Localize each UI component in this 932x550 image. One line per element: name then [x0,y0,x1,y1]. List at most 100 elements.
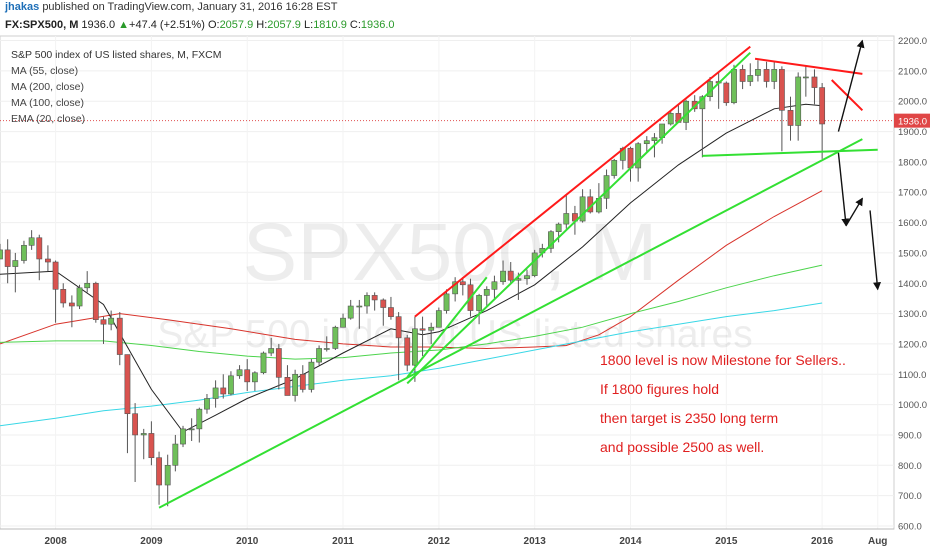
candle-body [763,69,770,82]
candle-body [323,348,330,350]
legend-title: S&P 500 index of US listed shares, M, FX… [11,49,222,61]
candle-body [92,282,99,320]
symbol-label[interactable]: FX:SPX500, M [5,19,79,31]
green-trend-line [158,138,863,509]
x-tick-label: 2014 [619,536,642,547]
candle-body [563,213,570,225]
candle-body [308,361,315,390]
candle-body [21,245,27,261]
y-tick-label: 2100.0 [898,66,927,77]
candle-body [132,413,139,436]
candle-body [651,137,658,141]
author-link[interactable]: jhakas [5,1,40,13]
candle-body [731,69,737,104]
candle-body [180,428,186,445]
candle-body [771,69,778,82]
candle-body [84,282,91,289]
candle-body [371,295,378,301]
y-tick-label: 800.0 [898,461,922,472]
candle-body [778,69,785,111]
candle-body [395,316,402,339]
x-tick-label: 2008 [44,536,67,547]
red-trend-line [831,79,864,112]
candle-body [124,354,131,415]
price-badge [894,113,930,128]
price-change: +47.4 (+2.51%) [129,19,205,31]
price-badge-label: 1936.0 [898,117,927,128]
candle-body [244,369,251,383]
up-triangle-icon: ▲ [118,19,130,31]
candle-body [443,293,450,311]
y-tick-label: 2000.0 [898,97,927,108]
red-trend-line [754,57,863,75]
x-tick-label: 2011 [332,536,354,547]
candle-body [635,143,642,169]
projection-arrow [837,152,850,227]
legend-item-ma200[interactable]: MA (200, close) [11,81,84,93]
candle-body [12,260,19,267]
candle-body [811,76,818,88]
candle-body [795,76,802,126]
y-tick-label: 1400.0 [898,279,927,290]
legend-item-ma100[interactable]: MA (100, close) [11,97,84,109]
candle-body [45,258,51,263]
candle-body [156,457,162,486]
x-tick-label: 2012 [428,536,451,547]
candle-body [340,317,346,328]
legend-item-ma55[interactable]: MA (55, close) [11,65,79,77]
candle-body [667,113,674,125]
low-value: 1810.9 [313,19,347,31]
annotation-line-4: and possible 2500 as well. [600,439,765,455]
candle-body [819,87,826,125]
close-label: C: [349,19,361,31]
publish-header: jhakas published on TradingView.com, Jan… [5,1,337,13]
x-tick-label: 2010 [236,536,259,547]
low-label: L: [304,19,314,31]
open-label: O: [207,19,220,31]
candle-body [404,337,411,366]
candle-body [148,433,155,459]
candle-body [116,317,123,355]
candle-body [435,310,442,328]
candle-body [108,317,115,325]
projection-arrow [869,210,882,291]
y-tick-label: 1800.0 [898,157,927,168]
last-price: 1936.0 [81,19,116,31]
candle-body [275,348,282,378]
open-value: 2057.9 [219,19,254,31]
watermark-symbol: SPX500, M [243,207,658,298]
candle-body [172,443,179,466]
symbol-bar: FX:SPX500, M 1936.0 ▲+47.4 (+2.51%) O:20… [5,19,395,31]
y-tick-label: 2200.0 [898,36,927,47]
candle-body [524,275,530,280]
red-trend-line [414,45,751,318]
x-tick-label: 2013 [524,536,547,547]
candle-body [260,352,267,374]
y-tick-label: 1200.0 [898,339,927,350]
candle-body [412,328,418,366]
candle-body [356,305,363,308]
candle-body [611,160,618,176]
green-trend-line [406,276,488,378]
y-tick-label: 600.0 [898,521,922,532]
candle-body [739,69,746,82]
candle-body [452,281,459,295]
candle-body [316,348,322,363]
y-tick-label: 1700.0 [898,188,927,199]
close-value: 1936.0 [360,19,395,31]
candle-body [419,328,426,331]
candle-body [268,348,275,354]
legend-item-ema20[interactable]: EMA (20, close) [11,113,86,125]
high-label: H: [256,19,268,31]
candle-body [380,299,387,308]
candle-body [491,281,498,290]
candle-body [388,307,394,317]
candle-body [284,377,291,396]
candle-body [212,387,219,399]
green-trend-line [406,51,751,385]
candle-body [76,287,83,307]
candle-body [755,69,761,76]
x-tick-label: 2009 [140,536,163,547]
candle-body [0,249,3,260]
